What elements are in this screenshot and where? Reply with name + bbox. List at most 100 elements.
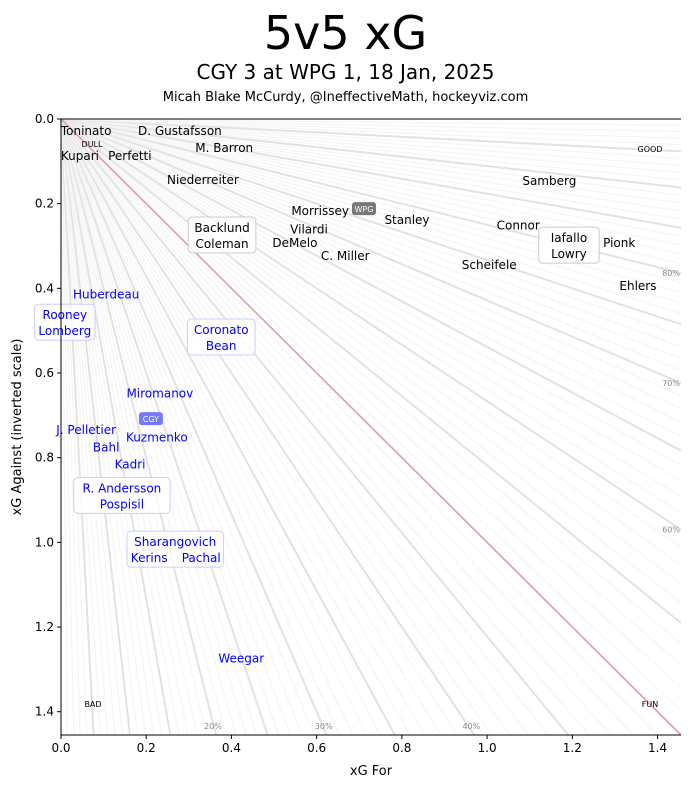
player-label: Pospisil [100, 497, 144, 511]
xg-percent-ray [60, 118, 341, 736]
player-label: Bean [206, 339, 237, 353]
player-group-box [187, 216, 257, 254]
xg-percent-ray [60, 118, 682, 146]
x-tick-label: 0.8 [392, 741, 411, 755]
xg-percent-ray [60, 118, 682, 196]
even-diagonal-line [60, 118, 682, 736]
xg-percent-ray [60, 118, 682, 482]
xg-percent-ray [60, 118, 570, 736]
percent-label: 20% [204, 722, 222, 731]
xg-percent-ray [60, 118, 682, 437]
xg-percent-ray [60, 118, 682, 204]
xg-percent-ray [60, 118, 81, 736]
xg-percent-ray [60, 118, 682, 531]
xg-percent-ray [60, 118, 172, 736]
player-label: Coronato [194, 323, 249, 337]
y-tick-label: 1.2 [35, 620, 54, 634]
xg-percent-ray [60, 118, 247, 736]
xg-percent-ray [60, 118, 682, 212]
xg-percent-ray [60, 118, 147, 736]
xg-percent-ray [60, 118, 682, 246]
xg-percent-ray [60, 118, 123, 736]
xg-percent-ray [60, 118, 88, 736]
player-label: Pachal [182, 551, 221, 565]
xg-percent-ray [60, 118, 102, 736]
xg-percent-ray [60, 118, 682, 360]
xg-percent-ray [60, 118, 682, 133]
player-label: Bahl [93, 440, 120, 454]
x-tick-label: 1.4 [648, 741, 667, 755]
player-label: Stanley [384, 213, 429, 227]
xg-percent-ray [60, 118, 682, 604]
xg-percent-ray [60, 118, 442, 736]
xg-percent-ray [60, 118, 95, 736]
xg-percent-ray [60, 118, 426, 736]
xg-percent-ray [60, 118, 227, 736]
player-group-box [126, 530, 224, 568]
xg-percent-ray [60, 118, 682, 566]
y-tick-label: 1.0 [35, 535, 54, 549]
corner-label-good: GOOD [638, 145, 663, 154]
xg-percent-ray [60, 118, 396, 736]
xg-percent-ray [60, 118, 682, 166]
xg-percent-ray [60, 118, 367, 736]
xg-percent-ray [60, 118, 682, 126]
xg-percent-ray [60, 118, 682, 139]
xg-percent-ray [60, 118, 217, 736]
player-label: Ehlers [619, 279, 656, 293]
player-label: Kuzmenko [126, 430, 188, 444]
player-label: D. Gustafsson [138, 124, 222, 138]
player-label: Vilardi [290, 222, 328, 236]
player-group-box [186, 318, 256, 356]
xg-percent-ray [60, 118, 280, 736]
xg-percent-ray [60, 118, 511, 736]
player-label: Niederreiter [167, 173, 239, 187]
xg-percent-ray [60, 118, 682, 326]
xg-percent-ray [60, 118, 131, 736]
xg-percent-ray [60, 118, 116, 736]
player-label: Backlund [194, 221, 249, 235]
xg-percent-ray [60, 118, 328, 736]
xg-percent-ray [60, 118, 682, 220]
xg-percent-ray [60, 118, 291, 736]
percent-label: 30% [315, 722, 333, 731]
x-tick-label: 1.0 [478, 741, 497, 755]
xg-percent-ray [60, 118, 208, 736]
xg-percent-ray [60, 118, 258, 736]
team-badge-label: CGY [143, 415, 159, 424]
y-tick-label: 0.2 [35, 197, 54, 211]
player-label: Kadri [115, 457, 146, 471]
xg-percent-ray [60, 118, 198, 736]
x-tick-label: 0.6 [307, 741, 326, 755]
xg-percent-ray [60, 118, 682, 410]
xg-percent-ray [60, 118, 163, 736]
y-tick-label: 0.4 [35, 281, 54, 295]
player-label: Sharangovich [134, 535, 216, 549]
xg-percent-ray [60, 118, 354, 736]
xg-percent-ray [60, 118, 682, 666]
xg-percent-ray [60, 118, 682, 467]
xg-percent-ray [60, 118, 682, 585]
x-tick-label: 1.2 [563, 741, 582, 755]
percent-label: 40% [462, 722, 480, 731]
player-label: Kerins [131, 551, 168, 565]
player-label: Toninato [60, 124, 112, 138]
corner-label-dull: DULL [82, 140, 103, 149]
xg-percent-ray [60, 118, 682, 372]
player-label: Lomberg [38, 324, 91, 338]
percent-label: 80% [662, 269, 680, 278]
xg-percent-ray [60, 118, 411, 736]
player-group-box [73, 476, 171, 514]
percent-label: 60% [662, 526, 680, 535]
y-tick-label: 1.4 [35, 705, 54, 719]
player-group-box [538, 226, 600, 264]
xg-percent-ray [60, 118, 682, 689]
x-axis-label: xG For [350, 764, 393, 779]
xg-percent-ray [60, 118, 530, 736]
team-badge-cgy [138, 412, 163, 426]
xg-percent-ray [60, 118, 682, 181]
player-label: Pionk [603, 236, 635, 250]
x-tick-label: 0.2 [137, 741, 156, 755]
player-label: Scheifele [462, 258, 517, 272]
